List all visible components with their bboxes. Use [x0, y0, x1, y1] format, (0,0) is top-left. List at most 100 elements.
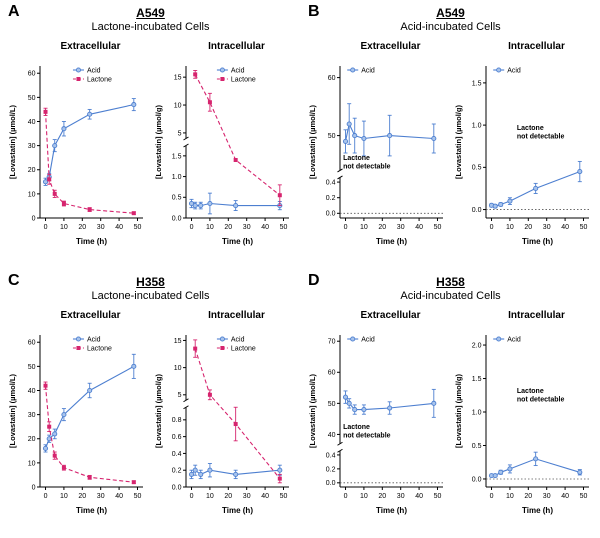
svg-text:1.0: 1.0 — [471, 409, 481, 416]
panel-d: D H358 Acid-incubated Cells Extracellula… — [300, 269, 600, 538]
svg-text:10: 10 — [360, 224, 368, 231]
panel-d-subtitle: Acid-incubated Cells — [400, 290, 501, 302]
chart-a549-acid-extracellular: 0 10 20 30 40 50 Time (h) 0.0 0.2 0.4 50 60 [Lovasta… — [308, 66, 443, 246]
axes: 0 10 20 30 40 50 Time (h) 0.0 0.5 1.0 1.5 5 10 15 [Lov… — [154, 66, 289, 246]
legend: Acid — [492, 67, 520, 74]
svg-text:0: 0 — [43, 493, 47, 500]
legend: Acid — [346, 336, 375, 343]
panel-c-header: C H358 Lactone-incubated Cells — [4, 272, 297, 307]
svg-text:Time (h): Time (h) — [222, 237, 253, 246]
panel-b: B A549 Acid-incubated Cells Extracellula… — [300, 0, 600, 269]
svg-text:40: 40 — [27, 388, 35, 395]
svg-text:5: 5 — [177, 130, 181, 137]
svg-text:70: 70 — [327, 339, 335, 346]
series-lactone — [192, 70, 282, 207]
svg-text:50: 50 — [279, 224, 287, 231]
panel-a-label: A — [8, 3, 20, 20]
svg-text:Time (h): Time (h) — [76, 506, 107, 515]
svg-text:0.4: 0.4 — [325, 452, 335, 459]
panel-c-label: C — [8, 272, 20, 289]
svg-text:[Lovastatin] (µmol/g): [Lovastatin] (µmol/g) — [154, 105, 163, 179]
svg-text:Lactone: Lactone — [343, 424, 370, 431]
svg-text:60: 60 — [327, 75, 335, 82]
svg-text:20: 20 — [378, 224, 386, 231]
svg-text:40: 40 — [261, 493, 269, 500]
svg-text:10: 10 — [506, 493, 514, 500]
legend: Acid Lactone — [216, 67, 255, 83]
svg-text:Lactone: Lactone — [516, 388, 543, 395]
svg-text:60: 60 — [27, 340, 35, 347]
svg-text:30: 30 — [542, 224, 550, 231]
chart-h358-lactone-extracellular: 0 10 20 30 40 50 Time (h) 0 10 20 30 40 50 60 [Lovasta… — [8, 335, 143, 515]
svg-text:0.5: 0.5 — [471, 165, 481, 172]
svg-text:10: 10 — [27, 460, 35, 467]
svg-text:30: 30 — [27, 412, 35, 419]
svg-text:50: 50 — [27, 364, 35, 371]
svg-text:10: 10 — [60, 224, 68, 231]
svg-text:Acid: Acid — [361, 67, 375, 74]
plot-b-intracellular: Intracellular 0 10 20 30 40 50 Time (h) 0.0 0.5 1… — [453, 41, 595, 247]
svg-text:30: 30 — [242, 224, 250, 231]
svg-text:[Lovastatin] (µmol/L): [Lovastatin] (µmol/L) — [308, 374, 317, 448]
svg-text:0: 0 — [343, 224, 347, 231]
axes: 0 10 20 30 40 50 Time (h) 0.0 0.5 1.0 1.5 [Lovastat… — [454, 66, 589, 246]
panel-b-subtitle: Acid-incubated Cells — [400, 21, 501, 33]
svg-text:50: 50 — [133, 224, 141, 231]
svg-text:0: 0 — [189, 493, 193, 500]
chart-h358-acid-extracellular: 0 10 20 30 40 50 Time (h) 0.0 0.2 0.4 40 50 60 70 [Lov… — [308, 335, 443, 515]
svg-text:not detectable: not detectable — [516, 133, 564, 140]
svg-text:60: 60 — [27, 71, 35, 78]
svg-text:1.0: 1.0 — [471, 123, 481, 130]
svg-text:Acid: Acid — [507, 336, 521, 343]
panel-b-plots: Extracellular 0 10 20 30 40 50 Time (h) 0.0 0.2 0… — [304, 41, 597, 247]
panel-c: C H358 Lactone-incubated Cells Extracell… — [0, 269, 300, 538]
plot-a-extracellular: Extracellular 0 10 20 30 40 50 Time (h) 0 10 20 30… — [7, 41, 149, 247]
svg-text:0.0: 0.0 — [171, 484, 181, 491]
svg-text:30: 30 — [27, 143, 35, 150]
svg-text:Time (h): Time (h) — [76, 237, 107, 246]
svg-text:20: 20 — [378, 493, 386, 500]
svg-text:0: 0 — [343, 493, 347, 500]
svg-text:40: 40 — [261, 224, 269, 231]
series-lactone — [43, 107, 136, 216]
svg-text:1.5: 1.5 — [471, 376, 481, 383]
svg-text:Time (h): Time (h) — [522, 237, 553, 246]
svg-text:50: 50 — [27, 95, 35, 102]
axes: 0 10 20 30 40 50 Time (h) 0.0 0.5 1.0 1.5 2.0 [Lovas… — [454, 335, 589, 515]
plot-b-extracellular: Extracellular 0 10 20 30 40 50 Time (h) 0.0 0.2 0… — [307, 41, 449, 247]
svg-text:[Lovastatin] (µmol/L): [Lovastatin] (µmol/L) — [308, 105, 317, 179]
svg-text:Time (h): Time (h) — [376, 506, 407, 515]
svg-text:Lactone: Lactone — [230, 345, 255, 352]
chart-a549-lactone-intracellular: 0 10 20 30 40 50 Time (h) 0.0 0.5 1.0 1.5 5 10 15 [Lov… — [154, 66, 289, 246]
svg-text:0: 0 — [31, 215, 35, 222]
svg-text:50: 50 — [433, 224, 441, 231]
svg-text:Acid: Acid — [86, 336, 100, 343]
svg-text:40: 40 — [561, 493, 569, 500]
svg-text:[Lovastatin] (µmol/g): [Lovastatin] (µmol/g) — [454, 105, 463, 179]
svg-text:not detectable: not detectable — [343, 433, 391, 440]
plot-b-intracellular-title: Intracellular — [508, 41, 565, 52]
svg-text:[Lovastatin] (µmol/g): [Lovastatin] (µmol/g) — [454, 374, 463, 448]
series-acid — [342, 388, 436, 418]
svg-text:0.0: 0.0 — [471, 207, 481, 214]
svg-text:0.0: 0.0 — [325, 480, 335, 487]
svg-text:0: 0 — [489, 224, 493, 231]
panel-b-titles: A549 Acid-incubated Cells — [304, 6, 597, 33]
plot-c-intracellular-title: Intracellular — [208, 310, 265, 321]
panel-d-header: D H358 Acid-incubated Cells — [304, 272, 597, 307]
svg-text:0.6: 0.6 — [171, 434, 181, 441]
svg-text:0.2: 0.2 — [325, 195, 335, 202]
chart-h358-lactone-intracellular: 0 10 20 30 40 50 Time (h) 0.0 0.2 0.4 0.6 0.8 5 10 15 [… — [154, 335, 289, 515]
svg-text:50: 50 — [133, 493, 141, 500]
svg-text:Lactone: Lactone — [343, 155, 370, 162]
svg-text:Acid: Acid — [361, 336, 375, 343]
panel-c-plots: Extracellular 0 10 20 30 40 50 Time (h) 0 10 20 30… — [4, 310, 297, 516]
plot-a-intracellular: Intracellular 0 10 20 30 40 50 Time (h) 0.0 0.5 1… — [153, 41, 295, 247]
svg-text:15: 15 — [173, 75, 181, 82]
legend: Acid — [492, 336, 521, 343]
panel-a-cell-line: A549 — [136, 6, 165, 20]
svg-text:50: 50 — [327, 401, 335, 408]
plot-a-extracellular-title: Extracellular — [60, 41, 121, 52]
